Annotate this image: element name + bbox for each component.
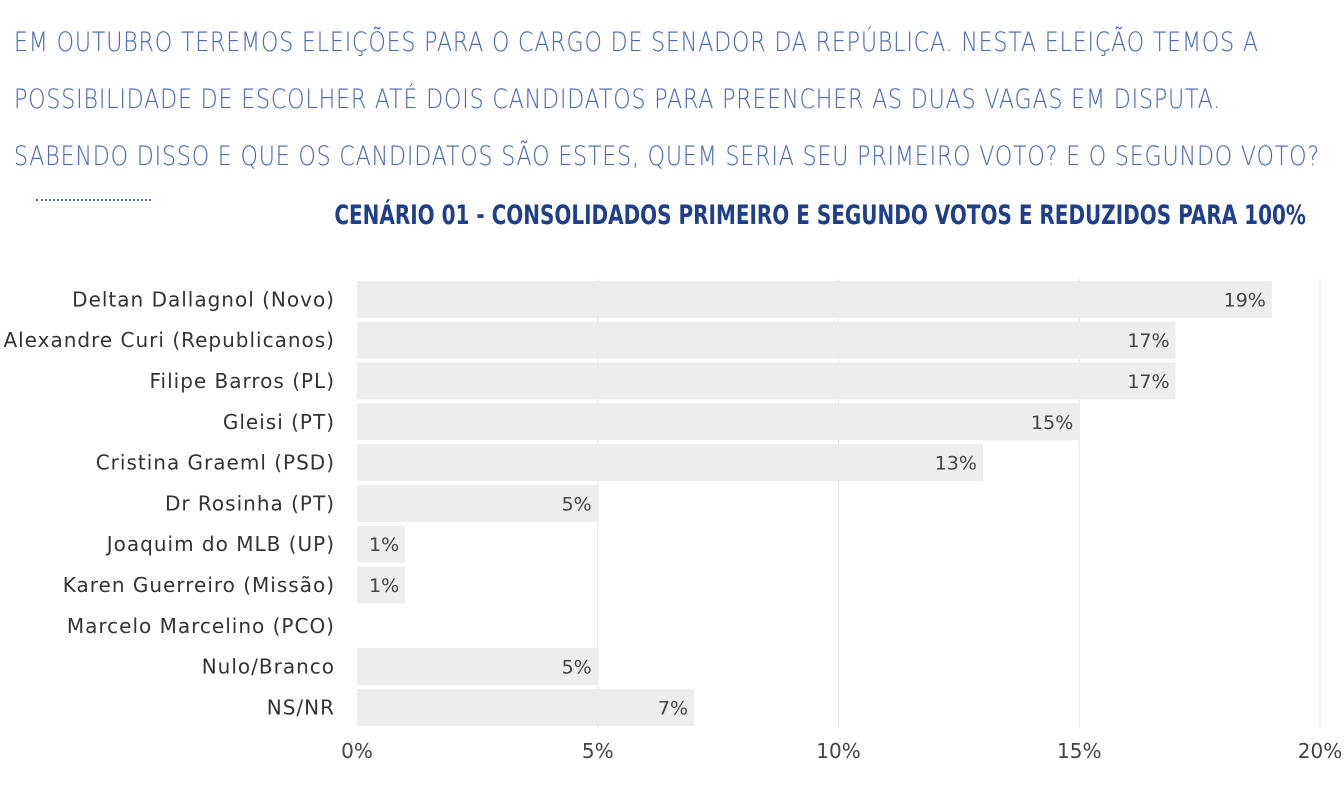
question-line-1: EM OUTUBRO TEREMOS ELEIÇÕES PARA O CARGO… xyxy=(14,27,1259,58)
value-label-7: 1% xyxy=(369,575,399,597)
question-line-2: POSSIBILIDADE DE ESCOLHER ATÉ DOIS CANDI… xyxy=(14,84,1222,115)
category-label-7: Karen Guerreiro (Missão) xyxy=(63,573,335,597)
bar-9 xyxy=(357,648,598,686)
question-line-3: SABENDO DISSO E QUE OS CANDIDATOS SÃO ES… xyxy=(14,141,1320,172)
x-tick-label-4: 20% xyxy=(1298,739,1342,763)
value-label-5: 5% xyxy=(562,493,592,515)
value-label-3: 15% xyxy=(1031,412,1073,434)
value-label-10: 7% xyxy=(658,697,688,719)
category-label-6: Joaquim do MLB (UP) xyxy=(105,532,335,556)
bar-4 xyxy=(357,444,983,482)
x-tick-label-2: 10% xyxy=(816,739,860,763)
bar-6 xyxy=(357,525,406,563)
x-tick-label-1: 5% xyxy=(582,739,614,763)
bar-3 xyxy=(357,403,1080,441)
category-label-10: NS/NR xyxy=(267,695,335,719)
value-label-9: 5% xyxy=(562,657,592,679)
value-label-1: 17% xyxy=(1127,330,1169,352)
dotted-divider xyxy=(36,199,151,201)
chart-title: CENÁRIO 01 - CONSOLIDADOS PRIMEIRO E SEG… xyxy=(334,200,1306,231)
value-label-6: 1% xyxy=(369,534,399,556)
bar-5 xyxy=(357,484,598,522)
category-label-8: Marcelo Marcelino (PCO) xyxy=(67,614,335,638)
category-label-0: Deltan Dallagnol (Novo) xyxy=(72,287,335,311)
value-label-2: 17% xyxy=(1127,371,1169,393)
bar-2 xyxy=(357,362,1176,400)
category-label-2: Filipe Barros (PL) xyxy=(149,369,335,393)
x-tick-label-3: 15% xyxy=(1057,739,1101,763)
category-label-3: Gleisi (PT) xyxy=(223,410,335,434)
bar-1 xyxy=(357,321,1176,359)
bar-7 xyxy=(357,566,406,604)
value-label-4: 13% xyxy=(935,453,977,475)
category-label-1: Alexandre Curi (Republicanos) xyxy=(3,328,335,352)
x-tick-label-0: 0% xyxy=(341,739,373,763)
bar-10 xyxy=(357,688,695,726)
bar-0 xyxy=(357,280,1272,318)
category-label-4: Cristina Graeml (PSD) xyxy=(96,451,335,475)
category-label-5: Dr Rosinha (PT) xyxy=(165,491,335,515)
category-label-9: Nulo/Branco xyxy=(202,655,335,679)
question-text: EM OUTUBRO TEREMOS ELEIÇÕES PARA O CARGO… xyxy=(14,14,1326,185)
value-label-0: 19% xyxy=(1224,289,1266,311)
